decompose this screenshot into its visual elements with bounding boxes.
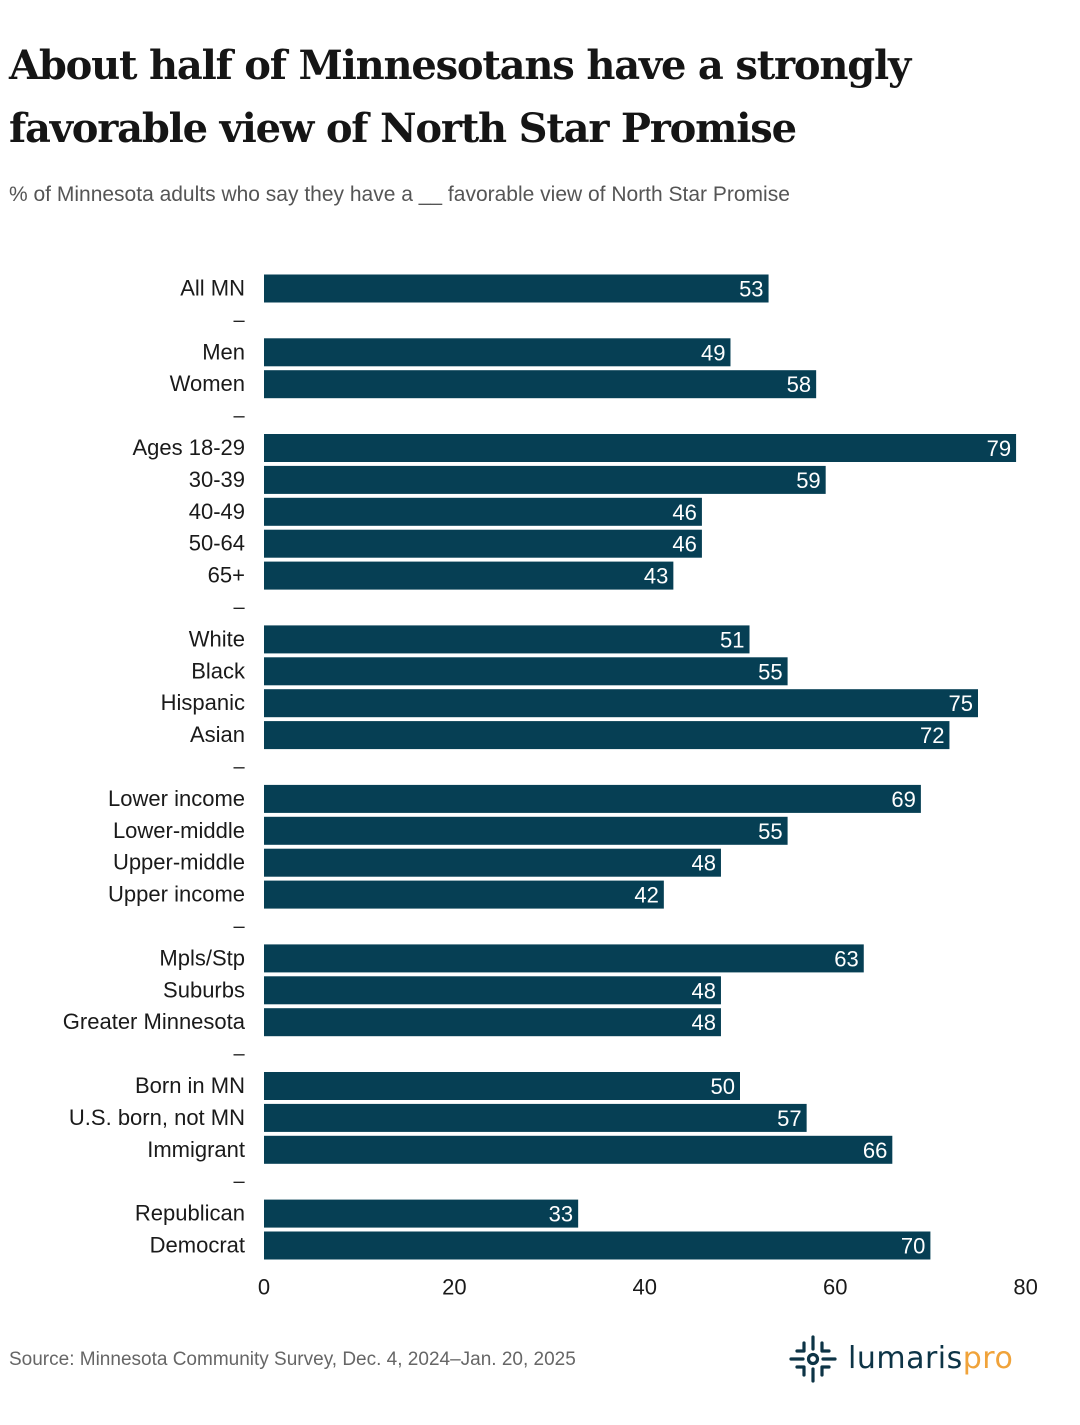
value-label-women: 58: [787, 372, 811, 397]
bar-lower-income: [264, 784, 921, 813]
group-separator: –: [233, 405, 245, 427]
logo-word-accent: pro: [962, 1341, 1014, 1376]
logo-wordmark: lumarispro: [848, 1344, 1013, 1374]
value-label-lower-income: 69: [891, 787, 915, 812]
bar-men: [264, 338, 731, 367]
x-tick-label-20: 20: [442, 1275, 466, 1300]
category-label-born-in-mn: Born in MN: [135, 1073, 245, 1098]
bar-ages-18-29: [264, 434, 1017, 462]
value-label-republican: 33: [549, 1202, 573, 1227]
value-label-men: 49: [701, 340, 725, 365]
bar-upper-income: [264, 880, 664, 909]
bar-lower-middle: [264, 816, 788, 845]
category-label-50-64: 50-64: [189, 531, 245, 556]
value-label-ages-18-29: 79: [987, 436, 1011, 461]
bar-republican: [264, 1199, 579, 1228]
logo-mark-icon: [789, 1335, 837, 1383]
bar-upper-middle: [264, 848, 721, 877]
category-label-republican: Republican: [135, 1201, 245, 1226]
value-label-upper-middle: 48: [691, 851, 715, 876]
value-label-65: 43: [644, 564, 668, 589]
value-label-black: 55: [758, 659, 782, 684]
category-label-men: Men: [202, 339, 245, 364]
bar-suburbs: [264, 976, 721, 1005]
x-tick-label-40: 40: [633, 1275, 657, 1300]
bar-women: [264, 370, 817, 399]
value-label-born-in-mn: 50: [711, 1074, 735, 1099]
category-label-ages-18-29: Ages 18-29: [132, 435, 245, 460]
source-note: Source: Minnesota Community Survey, Dec.…: [9, 1349, 576, 1370]
bar-white: [264, 625, 750, 654]
bar-50-64: [264, 529, 702, 558]
bar-hispanic: [264, 689, 978, 718]
bar-40-49: [264, 497, 702, 526]
value-label-asian: 72: [920, 723, 944, 748]
group-separator: –: [233, 597, 245, 619]
value-label-40-49: 46: [672, 500, 696, 525]
category-label-all-mn: All MN: [180, 276, 245, 301]
chart-subtitle: % of Minnesota adults who say they have …: [9, 183, 790, 206]
value-label-upper-income: 42: [634, 883, 658, 908]
value-label-50-64: 46: [672, 532, 696, 557]
bar-30-39: [264, 465, 826, 494]
category-label-30-39: 30-39: [189, 467, 245, 492]
chart-title: About half of Minnesotans have a strongl…: [9, 42, 911, 152]
brand-logo: lumarispro: [788, 1333, 1013, 1385]
category-label-40-49: 40-49: [189, 499, 245, 524]
bar-all-mn: [264, 274, 769, 303]
bar-black: [264, 657, 788, 686]
value-label-all-mn: 53: [739, 277, 763, 302]
value-label-immigrant: 66: [863, 1138, 887, 1163]
value-label-suburbs: 48: [691, 978, 715, 1003]
bar-mpls-stp: [264, 944, 864, 973]
bar-65: [264, 561, 674, 590]
category-label-mpls-stp: Mpls/Stp: [159, 945, 245, 970]
bar-democrat: [264, 1231, 931, 1260]
x-tick-label-60: 60: [823, 1275, 847, 1300]
bar-greater-minnesota: [264, 1008, 721, 1037]
value-label-democrat: 70: [901, 1234, 925, 1259]
group-separator: –: [233, 916, 245, 938]
bar-chart: All MN 53 – Men 49 Women 58 – Ages 18-29 79 30-39 5…: [0, 250, 1080, 1310]
category-label-greater-minnesota: Greater Minnesota: [63, 1009, 246, 1034]
value-label-u-s-born-not-mn: 57: [777, 1106, 801, 1131]
value-label-hispanic: 75: [949, 691, 973, 716]
category-label-democrat: Democrat: [150, 1233, 245, 1258]
bar-born-in-mn: [264, 1072, 740, 1100]
group-separator: –: [233, 1171, 245, 1193]
category-label-suburbs: Suburbs: [163, 977, 245, 1002]
category-label-upper-income: Upper income: [108, 882, 245, 907]
x-tick-label-0: 0: [258, 1275, 270, 1300]
value-label-lower-middle: 55: [758, 819, 782, 844]
category-label-u-s-born-not-mn: U.S. born, not MN: [69, 1105, 245, 1130]
category-label-65: 65+: [208, 563, 245, 588]
logo-word-primary: lumaris: [848, 1341, 963, 1376]
category-label-upper-middle: Upper-middle: [113, 850, 245, 875]
category-label-immigrant: Immigrant: [147, 1137, 245, 1162]
value-label-white: 51: [720, 627, 744, 652]
bar-chart-svg: All MN 53 – Men 49 Women 58 – Ages 18-29 79 30-39 5…: [63, 274, 1038, 1300]
group-separator: –: [233, 309, 245, 331]
value-label-greater-minnesota: 48: [691, 1010, 715, 1035]
category-label-hispanic: Hispanic: [161, 690, 245, 715]
category-label-black: Black: [191, 658, 246, 683]
category-label-women: Women: [170, 371, 245, 396]
group-separator: –: [233, 1043, 245, 1065]
category-label-asian: Asian: [190, 722, 245, 747]
bar-immigrant: [264, 1135, 893, 1164]
bar-asian: [264, 721, 950, 750]
bar-u-s-born-not-mn: [264, 1103, 807, 1132]
group-separator: –: [233, 756, 245, 778]
value-label-30-39: 59: [796, 468, 820, 493]
x-tick-label-80: 80: [1013, 1275, 1037, 1300]
value-label-mpls-stp: 63: [834, 946, 858, 971]
category-label-lower-middle: Lower-middle: [113, 818, 245, 843]
category-label-lower-income: Lower income: [108, 786, 245, 811]
category-label-white: White: [189, 626, 245, 651]
